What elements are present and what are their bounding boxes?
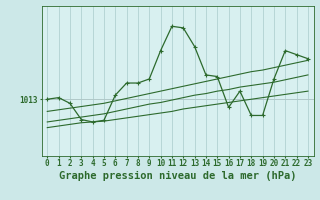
X-axis label: Graphe pression niveau de la mer (hPa): Graphe pression niveau de la mer (hPa) — [59, 171, 296, 181]
